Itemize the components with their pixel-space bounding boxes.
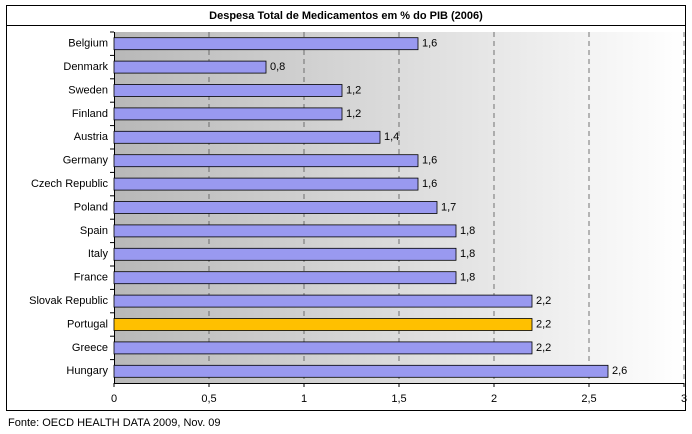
x-tick-label: 3 (681, 393, 687, 405)
value-label: 2,2 (536, 342, 551, 354)
value-label: 0,8 (270, 61, 285, 73)
y-tick-label: Austria (74, 131, 109, 143)
x-tick-label: 1 (301, 393, 307, 405)
bar (113, 84, 343, 97)
y-tick-label: Hungary (66, 365, 108, 377)
y-tick-label: Poland (74, 201, 108, 213)
bar (113, 37, 419, 51)
value-label: 2,6 (612, 365, 627, 377)
x-tick-label: 2,5 (581, 393, 596, 405)
bar (113, 201, 438, 214)
x-tick-label: 0 (111, 393, 117, 405)
value-label: 1,2 (346, 84, 361, 96)
value-label: 1,6 (422, 38, 437, 50)
bar (113, 318, 533, 331)
bar (113, 341, 533, 355)
bar (113, 364, 609, 378)
value-label: 1,2 (346, 108, 361, 120)
x-tick-label: 1,5 (391, 393, 406, 405)
y-tick-label: Belgium (68, 38, 108, 50)
y-tick-label: Czech Republic (31, 178, 109, 190)
bar (113, 294, 533, 308)
source-note: Fonte: OECD HEALTH DATA 2009, Nov. 09 (8, 417, 221, 429)
bar (113, 60, 267, 74)
bar (113, 247, 457, 261)
bar (113, 224, 457, 238)
y-tick-label: Slovak Republic (29, 295, 108, 307)
value-label: 1,7 (441, 201, 456, 213)
y-tick-label: France (74, 272, 108, 284)
value-label: 2,2 (536, 295, 551, 307)
chart-title: Despesa Total de Medicamentos em % do PI… (209, 10, 483, 22)
bar (113, 130, 381, 144)
y-tick-label: Denmark (63, 61, 108, 73)
y-tick-label: Sweden (68, 84, 108, 96)
y-tick-label: Finland (72, 108, 108, 120)
value-label: 1,4 (384, 131, 399, 143)
bar (113, 107, 343, 121)
value-label: 1,6 (422, 155, 437, 167)
y-tick-label: Portugal (67, 318, 108, 330)
value-label: 1,8 (460, 248, 475, 260)
y-tick-label: Spain (80, 225, 108, 237)
value-label: 1,8 (460, 272, 475, 284)
y-tick-label: Italy (88, 248, 109, 260)
bar (113, 177, 419, 191)
value-label: 2,2 (536, 318, 551, 330)
y-tick-label: Germany (63, 155, 109, 167)
bar (113, 154, 419, 168)
bar (113, 271, 457, 285)
value-label: 1,6 (422, 178, 437, 190)
y-tick-label: Greece (72, 342, 108, 354)
x-tick-label: 2 (491, 393, 497, 405)
value-label: 1,8 (460, 225, 475, 237)
x-tick-label: 0,5 (201, 393, 216, 405)
